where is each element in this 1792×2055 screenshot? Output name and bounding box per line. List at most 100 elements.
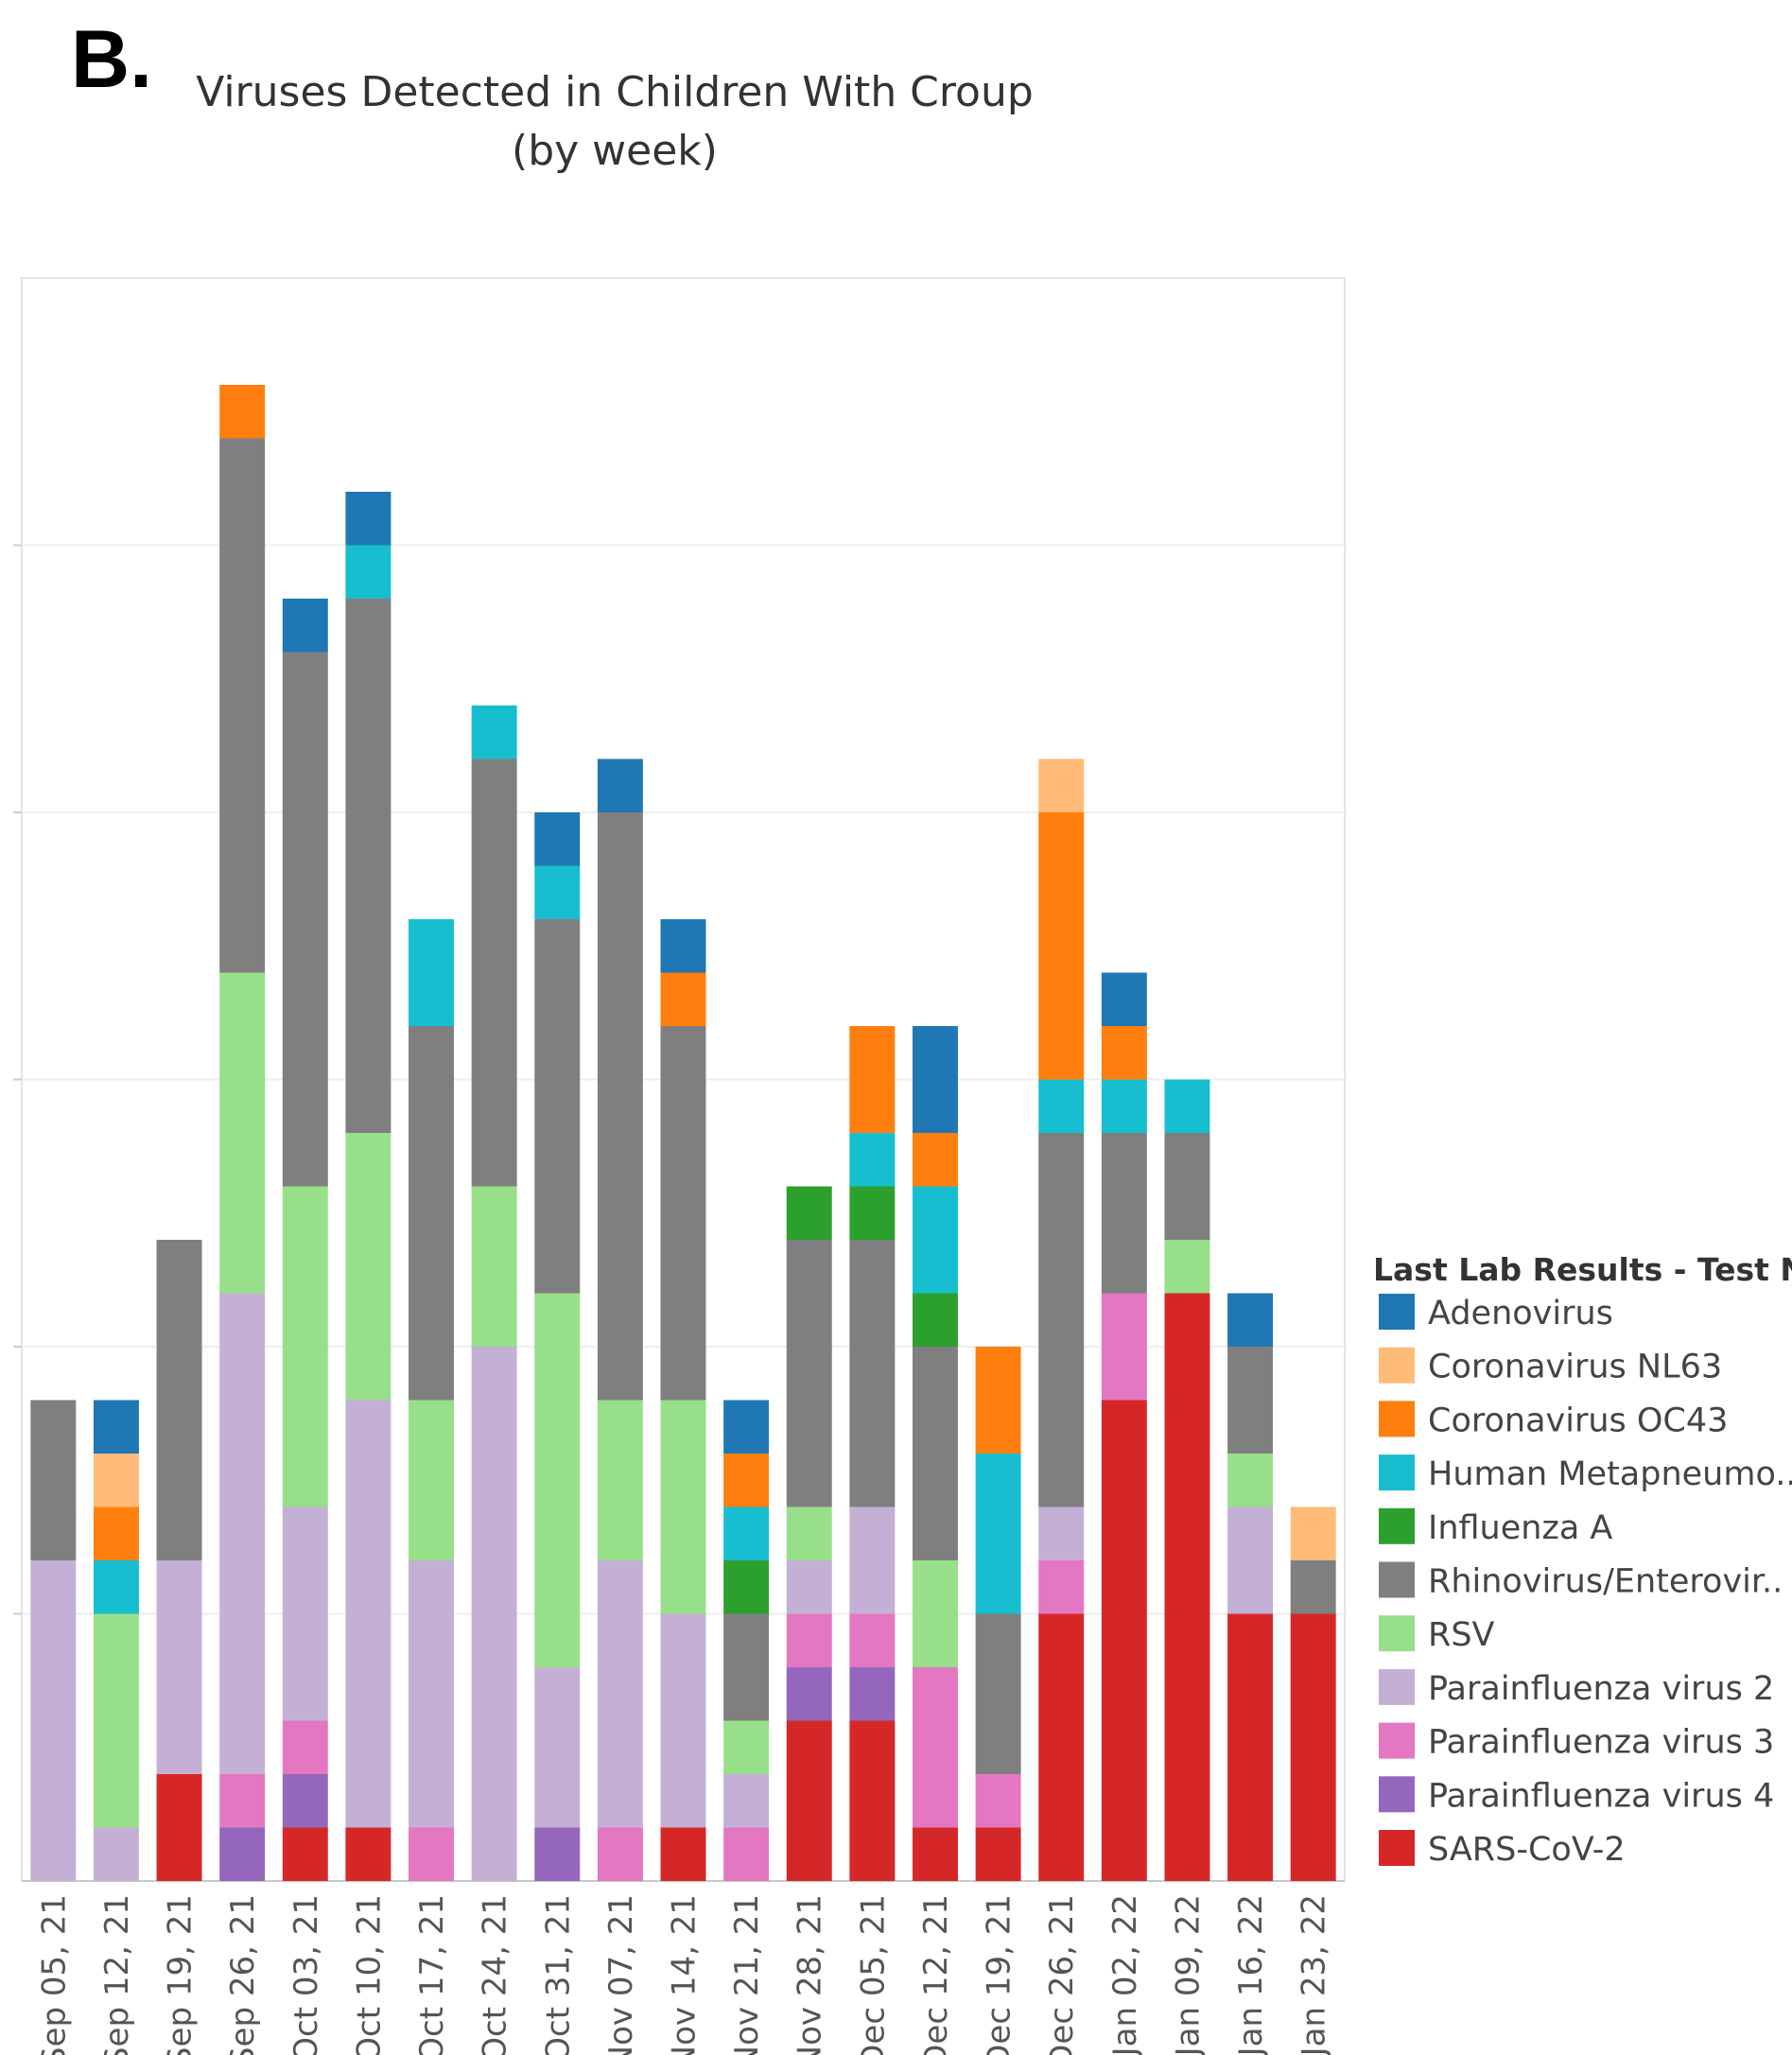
bar-segment-rhinovirus-enterovir bbox=[849, 1240, 896, 1507]
legend-swatch-parainfluenza-virus-4 bbox=[1379, 1776, 1415, 1813]
bar-segment-rhinovirus-enterovir bbox=[912, 1347, 958, 1560]
bar-segment-sars-cov-2 bbox=[345, 1827, 391, 1881]
legend-swatch-coronavirus-nl63 bbox=[1379, 1347, 1415, 1384]
bar-segment-influenza-a bbox=[912, 1293, 958, 1347]
bar-segment-parainfluenza-virus-2 bbox=[597, 1560, 643, 1828]
x-tick-label: Oct 03, 21 bbox=[287, 1894, 325, 2055]
bar-segment-rsv bbox=[282, 1186, 328, 1507]
x-tick-label: Jan 16, 22 bbox=[1232, 1894, 1270, 2055]
bars bbox=[30, 385, 1336, 1881]
x-tick-label: Sep 19, 21 bbox=[162, 1894, 200, 2055]
bar-segment-rsv bbox=[597, 1400, 643, 1560]
bar-segment-sars-cov-2 bbox=[912, 1827, 958, 1881]
bar-segment-rsv bbox=[219, 972, 266, 1294]
bar-segment-rhinovirus-enterovir bbox=[1038, 1133, 1085, 1507]
x-tick-labels: Sep 05, 21 Sep 12, 21 Sep 19, 21 Sep 26, 21… bbox=[35, 1894, 1332, 2055]
bar-segment-adenovirus bbox=[534, 812, 581, 866]
bar-segment-parainfluenza-virus-4 bbox=[849, 1667, 896, 1721]
bar-segment-parainfluenza-virus-4 bbox=[282, 1774, 328, 1828]
bar-segment-adenovirus bbox=[660, 919, 706, 973]
bar-segment-rhinovirus-enterovir bbox=[534, 919, 581, 1294]
bar-segment-sars-cov-2 bbox=[1164, 1293, 1210, 1881]
legend-label-parainfluenza-virus-4: Parainfluenza virus 4 bbox=[1428, 1777, 1774, 1815]
bar-segment-human-metapneumo bbox=[912, 1186, 958, 1294]
bar-segment-parainfluenza-virus-2 bbox=[409, 1560, 455, 1828]
legend-label-parainfluenza-virus-2: Parainfluenza virus 2 bbox=[1428, 1670, 1774, 1708]
bar-segment-rhinovirus-enterovir bbox=[975, 1613, 1021, 1774]
legend-label-human-metapneumo: Human Metapneumo.. bbox=[1428, 1455, 1792, 1493]
bar-segment-rsv bbox=[786, 1506, 832, 1560]
bar-segment-rhinovirus-enterovir bbox=[1290, 1560, 1336, 1614]
bar-segment-human-metapneumo bbox=[534, 865, 581, 919]
legend-swatch-adenovirus bbox=[1379, 1294, 1415, 1330]
x-tick-label: Nov 07, 21 bbox=[602, 1894, 640, 2055]
bar-segment-influenza-a bbox=[786, 1186, 832, 1240]
bar-segment-rhinovirus-enterovir bbox=[1101, 1133, 1147, 1294]
legend-swatch-parainfluenza-virus-2 bbox=[1379, 1668, 1415, 1705]
legend-label-parainfluenza-virus-3: Parainfluenza virus 3 bbox=[1428, 1724, 1774, 1762]
x-tick-label: Oct 24, 21 bbox=[477, 1894, 514, 2055]
bar-segment-sars-cov-2 bbox=[1038, 1613, 1085, 1881]
bar-segment-parainfluenza-virus-2 bbox=[1227, 1506, 1274, 1614]
bar-segment-sars-cov-2 bbox=[156, 1774, 202, 1881]
bar-segment-parainfluenza-virus-2 bbox=[660, 1613, 706, 1828]
bar-segment-sars-cov-2 bbox=[1101, 1400, 1147, 1881]
bar-segment-adenovirus bbox=[597, 758, 643, 812]
bar-segment-sars-cov-2 bbox=[1290, 1613, 1336, 1881]
bar-segment-coronavirus-oc43 bbox=[660, 972, 706, 1026]
panel-label: B. bbox=[71, 14, 152, 105]
bar-segment-parainfluenza-virus-4 bbox=[219, 1827, 266, 1881]
bar-segment-coronavirus-oc43 bbox=[912, 1133, 958, 1187]
bar-segment-rhinovirus-enterovir bbox=[282, 652, 328, 1187]
x-tick-label: Oct 17, 21 bbox=[413, 1894, 451, 2055]
bar-segment-rhinovirus-enterovir bbox=[30, 1400, 77, 1560]
bar-segment-adenovirus bbox=[1101, 972, 1147, 1026]
bar-segment-parainfluenza-virus-2 bbox=[534, 1667, 581, 1828]
bar-segment-human-metapneumo bbox=[1038, 1079, 1085, 1133]
bar-segment-coronavirus-nl63 bbox=[1290, 1506, 1336, 1560]
bar-segment-adenovirus bbox=[93, 1400, 139, 1454]
chart-title: Viruses Detected in Children With Croup bbox=[196, 68, 1034, 116]
bar-segment-coronavirus-oc43 bbox=[1101, 1026, 1147, 1080]
x-tick-label: Dec 19, 21 bbox=[981, 1894, 1018, 2055]
bar-segment-human-metapneumo bbox=[409, 919, 455, 1026]
legend-label-sars-cov-2: SARS-CoV-2 bbox=[1428, 1831, 1626, 1869]
bar-segment-coronavirus-nl63 bbox=[93, 1454, 139, 1507]
bar-segment-parainfluenza-virus-3 bbox=[282, 1720, 328, 1774]
bar-segment-human-metapneumo bbox=[723, 1506, 770, 1560]
bar-segment-parainfluenza-virus-2 bbox=[282, 1506, 328, 1721]
bar-segment-rhinovirus-enterovir bbox=[1164, 1133, 1210, 1240]
bar-segment-sars-cov-2 bbox=[282, 1827, 328, 1881]
bar-segment-sars-cov-2 bbox=[1227, 1613, 1274, 1881]
bar-segment-parainfluenza-virus-3 bbox=[219, 1774, 266, 1828]
bar-segment-rhinovirus-enterovir bbox=[219, 438, 266, 973]
legend-label-influenza-a: Influenza A bbox=[1428, 1509, 1612, 1547]
x-tick-label: Jan 23, 22 bbox=[1296, 1894, 1333, 2055]
bar-segment-parainfluenza-virus-3 bbox=[849, 1613, 896, 1667]
bar-segment-parainfluenza-virus-2 bbox=[723, 1774, 770, 1828]
bar-segment-influenza-a bbox=[723, 1560, 770, 1614]
bar-segment-human-metapneumo bbox=[93, 1560, 139, 1614]
bar-segment-parainfluenza-virus-2 bbox=[30, 1560, 77, 1881]
bar-segment-rhinovirus-enterovir bbox=[723, 1613, 770, 1721]
bar-segment-rhinovirus-enterovir bbox=[660, 1026, 706, 1401]
legend-swatch-influenza-a bbox=[1379, 1507, 1415, 1544]
bar-segment-sars-cov-2 bbox=[660, 1827, 706, 1881]
legend-swatch-coronavirus-oc43 bbox=[1379, 1401, 1415, 1437]
bar-segment-rsv bbox=[409, 1400, 455, 1560]
legend-label-coronavirus-nl63: Coronavirus NL63 bbox=[1428, 1349, 1722, 1386]
bar-segment-adenovirus bbox=[912, 1026, 958, 1133]
bar-segment-coronavirus-oc43 bbox=[723, 1454, 770, 1507]
bar-segment-parainfluenza-virus-3 bbox=[1038, 1560, 1085, 1614]
x-tick-label: Nov 14, 21 bbox=[666, 1894, 704, 2055]
chart-subtitle: (by week) bbox=[512, 127, 718, 175]
legend-label-coronavirus-oc43: Coronavirus OC43 bbox=[1428, 1402, 1728, 1439]
bar-segment-parainfluenza-virus-2 bbox=[849, 1506, 896, 1614]
x-tick-label: Nov 21, 21 bbox=[728, 1894, 766, 2055]
bar-segment-adenovirus bbox=[723, 1400, 770, 1454]
bar-segment-rhinovirus-enterovir bbox=[786, 1240, 832, 1507]
bar-segment-rsv bbox=[534, 1293, 581, 1667]
bar-segment-parainfluenza-virus-2 bbox=[345, 1400, 391, 1828]
legend-swatch-rhinovirus-enterovir bbox=[1379, 1561, 1415, 1598]
